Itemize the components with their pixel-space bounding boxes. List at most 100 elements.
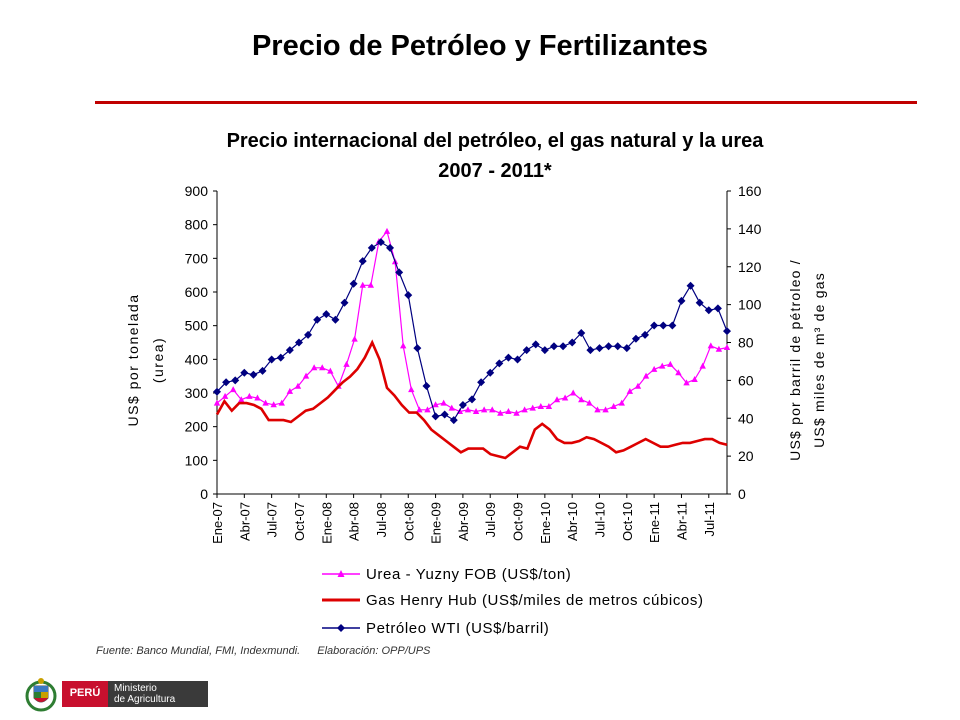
oil-point xyxy=(431,412,440,421)
urea-point xyxy=(553,396,561,403)
oil-point xyxy=(468,395,476,404)
oil-point xyxy=(213,387,221,396)
oil-point xyxy=(294,338,303,347)
right-tick-label: 120 xyxy=(738,259,762,275)
oil-point xyxy=(458,400,467,409)
oil-point xyxy=(686,281,695,290)
urea-point xyxy=(246,392,253,399)
urea-point xyxy=(440,399,447,406)
oil-point xyxy=(285,346,294,355)
x-tick-label: Jul-11 xyxy=(702,502,717,536)
urea-point xyxy=(448,404,455,411)
legend-label-1: Gas Henry Hub (US$/miles de metros cúbic… xyxy=(366,592,704,609)
left-tick-label: 600 xyxy=(185,284,209,300)
chart-title: Precio internacional del petróleo, el ga… xyxy=(150,126,840,186)
urea-point xyxy=(238,396,245,403)
right-axis-title-line: US$ por barril de pétroleo / xyxy=(787,259,803,461)
right-axis-title-line: US$ miles de m³ de gas xyxy=(811,272,827,448)
left-tick-label: 400 xyxy=(185,351,209,367)
urea-point xyxy=(213,399,221,406)
x-tick-label: Ene-10 xyxy=(538,502,553,544)
coat-of-arms-icon xyxy=(25,678,57,712)
oil-point xyxy=(422,382,431,391)
urea-point xyxy=(327,367,334,374)
urea-point xyxy=(642,372,650,379)
oil-point xyxy=(641,330,650,339)
ministry-label: Ministerio de Agricultura xyxy=(114,683,175,705)
x-tick-label: Ene-08 xyxy=(319,502,334,544)
oil-point xyxy=(486,368,495,377)
x-tick-label: Ene-11 xyxy=(647,502,662,543)
urea-point xyxy=(723,344,731,351)
urea-point xyxy=(262,399,269,406)
left-tick-label: 200 xyxy=(185,419,209,435)
oil-point xyxy=(504,353,513,362)
series-line-2 xyxy=(216,241,728,421)
oil-point xyxy=(540,346,549,355)
urea-point xyxy=(278,399,285,406)
urea-point xyxy=(545,402,553,409)
urea-point xyxy=(602,406,609,413)
right-tick-label: 140 xyxy=(738,221,762,237)
urea-point xyxy=(489,406,496,413)
oil-point xyxy=(613,342,622,351)
x-tick-label: Jul-10 xyxy=(593,502,608,537)
urea-point xyxy=(594,406,601,413)
left-tick-label: 300 xyxy=(185,385,209,401)
right-tick-label: 0 xyxy=(738,486,746,502)
source-text: Fuente: Banco Mundial, FMI, Indexmundi. xyxy=(96,645,301,657)
oil-point xyxy=(677,296,686,305)
ministry-line1: Ministerio xyxy=(114,683,157,694)
oil-point xyxy=(240,368,249,377)
oil-point xyxy=(704,306,713,315)
oil-point xyxy=(258,366,267,375)
oil-point xyxy=(577,329,586,338)
urea-point xyxy=(699,362,706,369)
x-tick-label: Oct-10 xyxy=(620,502,635,541)
urea-point xyxy=(529,404,536,411)
right-tick-label: 160 xyxy=(738,183,762,199)
urea-point xyxy=(408,386,415,393)
x-tick-label: Abr-10 xyxy=(565,502,580,541)
oil-point xyxy=(604,342,613,351)
urea-point xyxy=(675,369,682,376)
oil-point xyxy=(386,243,395,252)
urea-point xyxy=(359,281,366,288)
left-tick-label: 100 xyxy=(185,452,209,468)
x-tick-label: Jul-09 xyxy=(483,502,498,537)
oil-point xyxy=(340,298,349,307)
oil-point xyxy=(723,327,731,336)
urea-point xyxy=(343,360,350,367)
oil-point xyxy=(622,344,631,353)
urea-point xyxy=(683,379,690,386)
chart-title-main: Precio internacional del petróleo, el ga… xyxy=(226,130,764,152)
x-tick-label: Ene-07 xyxy=(210,502,225,544)
oil-point xyxy=(331,315,340,324)
oil-point xyxy=(395,268,404,277)
legend-label-2: Petróleo WTI (US$/barril) xyxy=(366,620,549,637)
left-tick-label: 500 xyxy=(185,318,209,334)
urea-point xyxy=(521,406,528,413)
x-tick-label: Abr-08 xyxy=(347,502,362,541)
urea-point xyxy=(659,362,666,369)
x-tick-label: Oct-09 xyxy=(511,502,526,541)
left-axis-title-line: (urea) xyxy=(150,337,166,383)
oil-point xyxy=(695,298,704,307)
right-tick-label: 20 xyxy=(738,448,754,464)
peru-badge: PERÚ xyxy=(62,681,108,707)
urea-point xyxy=(270,401,277,408)
x-tick-label: Abr-11 xyxy=(674,502,689,540)
urea-point xyxy=(618,399,625,406)
right-tick-label: 60 xyxy=(738,372,754,388)
urea-point xyxy=(537,402,545,409)
oil-point xyxy=(313,315,322,324)
x-tick-label: Ene-09 xyxy=(429,502,444,544)
left-tick-label: 900 xyxy=(185,183,209,199)
x-tick-label: Oct-07 xyxy=(292,502,307,541)
urea-point xyxy=(229,386,237,393)
urea-point xyxy=(497,409,504,416)
urea-point xyxy=(513,409,520,416)
oil-point xyxy=(568,338,577,347)
right-tick-label: 40 xyxy=(738,410,754,426)
